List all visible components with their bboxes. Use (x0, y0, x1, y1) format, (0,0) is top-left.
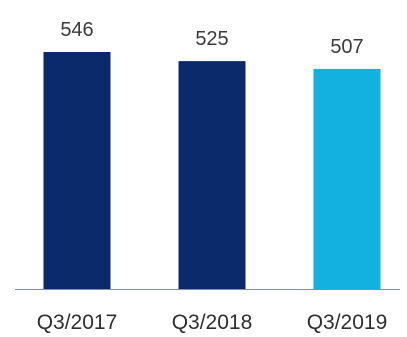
value-label: 525 (195, 28, 228, 50)
bar-q3-2017 (43, 52, 111, 289)
category-label: Q3/2018 (172, 311, 253, 334)
value-label: 546 (60, 19, 93, 41)
value-labels-group: 546 525 507 (60, 19, 363, 58)
category-label: Q3/2017 (37, 311, 118, 334)
category-label: Q3/2019 (307, 311, 388, 334)
value-label: 507 (330, 36, 363, 58)
category-labels-group: Q3/2017 Q3/2018 Q3/2019 (37, 311, 388, 334)
bar-q3-2019 (313, 68, 381, 289)
bar-q3-2018 (178, 61, 246, 289)
bars-group (43, 52, 381, 289)
